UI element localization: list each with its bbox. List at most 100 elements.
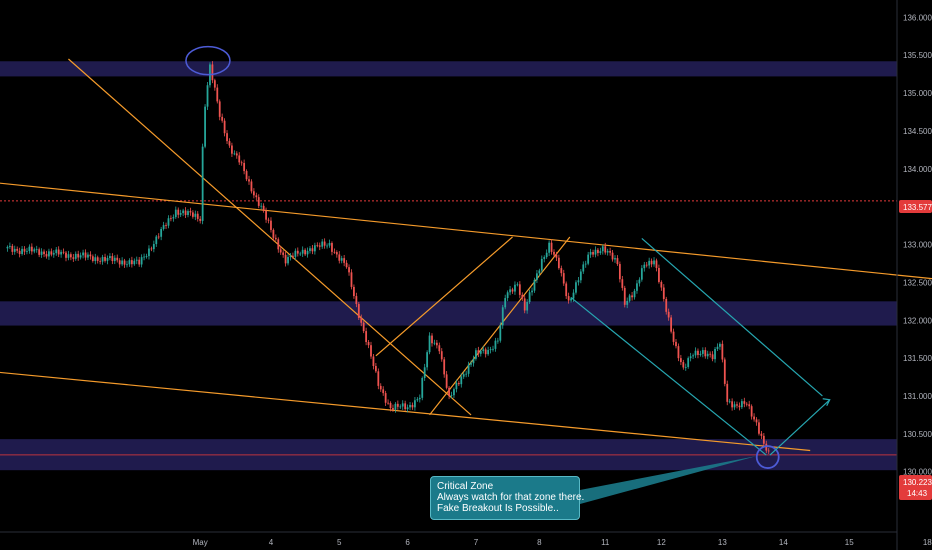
candle-body bbox=[401, 403, 404, 407]
candle-body bbox=[30, 246, 33, 252]
candle-body bbox=[35, 249, 38, 251]
candle-body bbox=[216, 87, 219, 102]
candle-body bbox=[611, 252, 614, 260]
candle-body bbox=[121, 260, 124, 265]
candle-body bbox=[704, 350, 707, 357]
candle-body bbox=[628, 295, 631, 301]
candle-body bbox=[623, 287, 626, 305]
candle-body bbox=[326, 245, 328, 247]
candle-body bbox=[536, 273, 538, 280]
trendlines[interactable] bbox=[0, 58, 932, 456]
callout-title: Critical Zone bbox=[437, 481, 494, 492]
candle-body bbox=[440, 351, 443, 360]
candle-body bbox=[145, 256, 148, 257]
candle-body bbox=[540, 258, 543, 271]
candle-body bbox=[701, 350, 704, 354]
orange-descending-upper-line[interactable] bbox=[0, 182, 932, 282]
candle-body bbox=[721, 343, 724, 360]
candle-body bbox=[479, 350, 482, 354]
price-tick-label: 132.500 bbox=[903, 278, 932, 287]
candle-body bbox=[157, 236, 160, 238]
candle-body bbox=[643, 264, 646, 269]
peak-marker-circle bbox=[185, 45, 231, 76]
candle-body bbox=[55, 249, 58, 254]
candle-body bbox=[545, 252, 548, 258]
candle-body bbox=[106, 258, 109, 261]
candle-body bbox=[270, 220, 272, 230]
candle-body bbox=[531, 290, 533, 293]
candle-body bbox=[113, 257, 116, 262]
candle-body bbox=[335, 252, 338, 255]
candle-body bbox=[13, 248, 16, 252]
teal-channel-upper-line[interactable] bbox=[641, 238, 823, 397]
candle-body bbox=[301, 249, 304, 254]
candle-body bbox=[582, 264, 585, 272]
callout-line-1: Always watch for that zone there. bbox=[437, 492, 585, 503]
candle-body bbox=[309, 248, 311, 251]
candle-body bbox=[221, 116, 224, 121]
candle-body bbox=[82, 252, 84, 256]
candle-body bbox=[692, 355, 694, 357]
candle-body bbox=[89, 254, 92, 257]
candle-body bbox=[213, 80, 216, 88]
candle-body bbox=[723, 359, 726, 384]
time-axis[interactable]: May 4 5 6 7 8 11 12 13 14 15 18 bbox=[0, 531, 932, 547]
candle-body bbox=[74, 253, 77, 259]
teal-channel-lower-line[interactable] bbox=[570, 297, 767, 456]
candle-body bbox=[311, 248, 314, 252]
candle-body bbox=[316, 245, 319, 247]
orange-channel-upper-line[interactable] bbox=[375, 236, 513, 357]
candle-body bbox=[592, 251, 594, 255]
candle-body bbox=[526, 302, 529, 311]
candle-body bbox=[250, 181, 253, 192]
candle-body bbox=[394, 403, 397, 410]
candle-body bbox=[650, 260, 653, 265]
candle-body bbox=[360, 317, 363, 323]
candle-body bbox=[87, 254, 89, 258]
time-tick-label: 14 bbox=[779, 538, 788, 547]
candle-body bbox=[631, 295, 633, 298]
candle-body bbox=[96, 257, 99, 261]
candle-body bbox=[189, 211, 192, 213]
candle-body bbox=[306, 250, 309, 255]
candle-body bbox=[282, 252, 285, 255]
candle-body bbox=[101, 256, 104, 262]
candle-body bbox=[433, 342, 436, 344]
candle-body bbox=[733, 404, 736, 408]
price-tick-label: 130.000 bbox=[903, 468, 932, 477]
candle-body bbox=[23, 248, 26, 252]
candle-body bbox=[658, 268, 660, 282]
candle-body bbox=[699, 353, 702, 355]
candle-body bbox=[389, 402, 392, 409]
price-tick-label: 131.500 bbox=[903, 354, 932, 363]
candle-body bbox=[84, 252, 87, 258]
candle-body bbox=[743, 401, 746, 404]
candle-body bbox=[99, 260, 102, 262]
candle-body bbox=[265, 210, 267, 220]
time-tick-label: 7 bbox=[474, 538, 479, 547]
candle-body bbox=[331, 243, 333, 252]
candle-body bbox=[404, 403, 407, 410]
candle-body bbox=[557, 257, 560, 269]
candle-body bbox=[148, 248, 150, 257]
candle-body bbox=[152, 244, 155, 250]
candle-body bbox=[150, 248, 153, 250]
candle-body bbox=[428, 335, 431, 353]
orange-descending-lower-line[interactable] bbox=[0, 371, 811, 452]
candle-body bbox=[514, 284, 516, 292]
candle-body bbox=[65, 252, 67, 258]
candle-body bbox=[511, 289, 514, 292]
candle-body bbox=[204, 106, 206, 147]
candle-body bbox=[128, 260, 131, 265]
candle-body bbox=[133, 260, 136, 265]
horizontal-price-lines bbox=[0, 200, 897, 456]
candle-body bbox=[562, 273, 565, 284]
candle-body bbox=[79, 255, 82, 258]
candle-body bbox=[382, 389, 385, 394]
candle-body bbox=[487, 350, 490, 355]
candle-body bbox=[345, 262, 348, 268]
candle-body bbox=[745, 403, 748, 405]
candle-body bbox=[601, 246, 604, 252]
orange-steep-descending-line[interactable] bbox=[68, 58, 472, 416]
